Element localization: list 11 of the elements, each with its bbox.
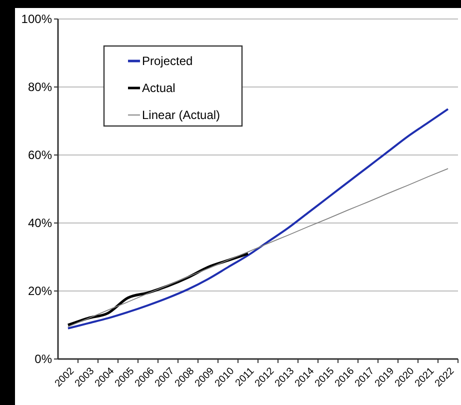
y-tick-label: 60% [28, 148, 52, 162]
line-series [67, 108, 449, 330]
legend-label: Actual [142, 81, 176, 96]
legend-label: Linear (Actual) [142, 108, 220, 122]
y-tick-label: 80% [28, 80, 52, 94]
line-series [68, 168, 448, 328]
y-tick-label: 20% [28, 284, 52, 298]
y-tick-label: 0% [34, 352, 52, 366]
legend-label: Projected [142, 54, 193, 68]
y-tick-label: 100% [21, 12, 52, 26]
y-tick-label: 40% [28, 216, 52, 230]
